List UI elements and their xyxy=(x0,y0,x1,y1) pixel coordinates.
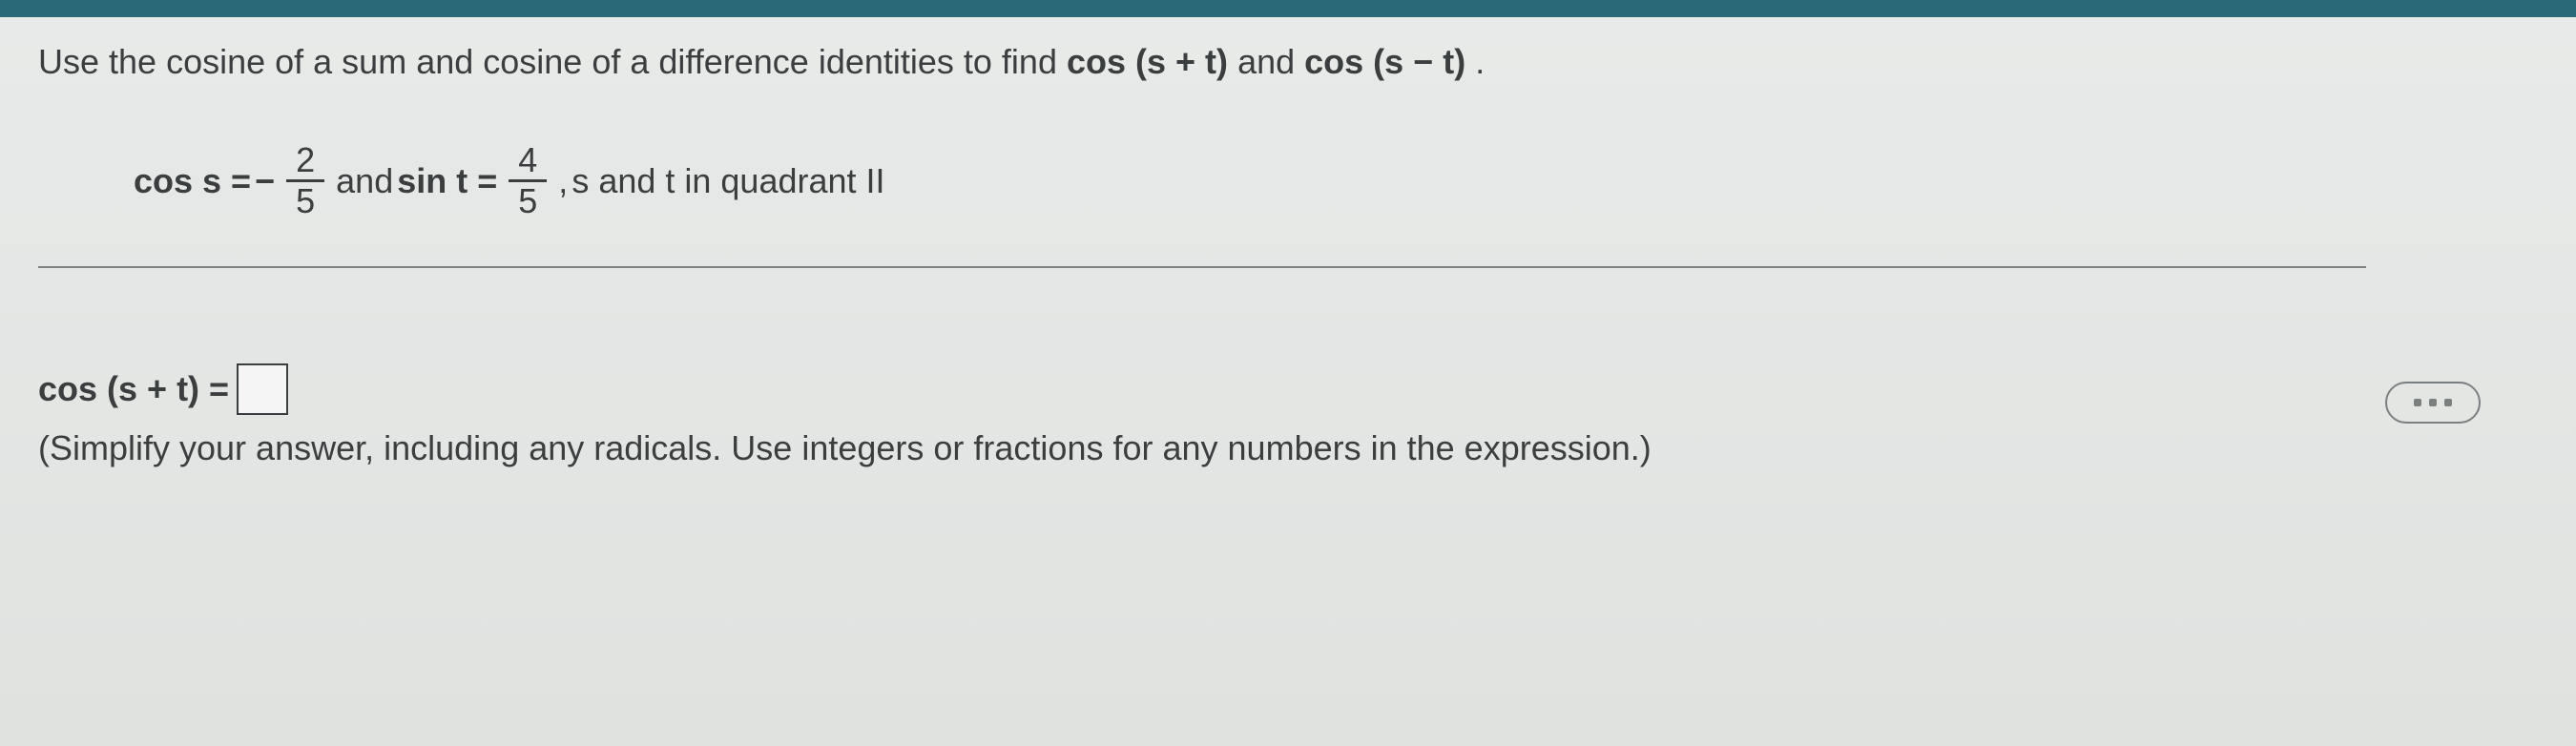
problem-instruction: Use the cosine of a sum and cosine of a … xyxy=(38,38,2538,86)
fraction-two-fifths: 2 5 xyxy=(286,143,324,218)
frac2-numerator: 4 xyxy=(509,143,547,182)
answer-hint: (Simplify your answer, including any rad… xyxy=(38,428,2538,468)
fraction-four-fifths: 4 5 xyxy=(509,143,547,218)
answer-lhs: cos (s + t) = xyxy=(38,369,229,409)
sin-t-label: sin t = xyxy=(397,161,497,201)
more-options-button[interactable] xyxy=(2385,382,2481,424)
given-values: cos s = − 2 5 and sin t = 4 5 , s and t … xyxy=(134,143,2538,218)
instruction-prefix: Use the cosine of a sum and cosine of a … xyxy=(38,42,1067,81)
cos-s-label: cos s = xyxy=(134,161,251,201)
quadrant-text: s and t in quadrant II xyxy=(571,161,884,201)
instruction-mid: and xyxy=(1237,42,1304,81)
instruction-suffix: . xyxy=(1475,42,1485,81)
minus-sign: − xyxy=(255,161,275,201)
answer-line: cos (s + t) = xyxy=(38,363,2538,415)
ellipsis-dot-icon xyxy=(2429,399,2437,406)
expr-cos-sum: cos (s + t) xyxy=(1067,42,1228,81)
expr-cos-diff: cos (s − t) xyxy=(1304,42,1465,81)
frac2-denominator: 5 xyxy=(509,182,547,218)
ellipsis-dot-icon xyxy=(2414,399,2421,406)
frac1-denominator: 5 xyxy=(286,182,324,218)
frac1-numerator: 2 xyxy=(286,143,324,182)
comma-text: , xyxy=(558,161,568,201)
ellipsis-dot-icon xyxy=(2444,399,2452,406)
and-text: and xyxy=(336,161,393,201)
answer-input[interactable] xyxy=(237,363,288,415)
